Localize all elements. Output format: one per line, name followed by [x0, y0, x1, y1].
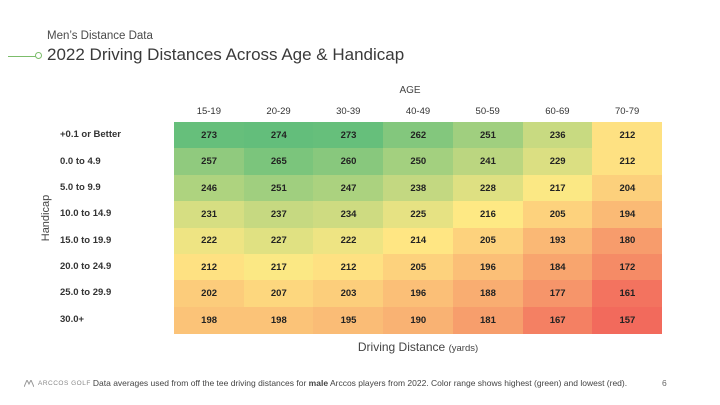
row-header: 10.0 to 14.9 — [60, 208, 112, 220]
row-header: 25.0 to 29.9 — [60, 287, 112, 299]
row-header: 0.0 to 4.9 — [60, 155, 101, 167]
heatmap-cell: 157 — [592, 306, 663, 334]
heatmap-cell: 217 — [243, 253, 314, 281]
logo-text: ARCCOS GOLF — [38, 380, 91, 387]
heatmap-cell: 273 — [313, 122, 384, 149]
heatmap-cell: 202 — [174, 280, 245, 308]
heatmap-cell: 203 — [313, 280, 384, 308]
heatmap-cell: 172 — [592, 253, 663, 281]
heatmap-cell: 227 — [243, 227, 314, 255]
heatmap-cell: 217 — [522, 174, 593, 202]
heatmap-cell: 212 — [592, 122, 663, 149]
heatmap-cell: 246 — [174, 174, 245, 202]
heatmap-cell: 274 — [243, 122, 314, 149]
column-header: 60-69 — [545, 106, 570, 117]
column-axis-label: AGE — [399, 85, 421, 96]
heatmap-cell: 236 — [522, 122, 593, 149]
heatmap-cell: 198 — [243, 306, 314, 334]
heatmap-cell: 241 — [452, 148, 524, 176]
heatmap-cell: 257 — [174, 148, 245, 176]
footer-logo: ARCCOS GOLF — [24, 380, 91, 387]
column-header: 30-39 — [336, 106, 361, 117]
heatmap-grid: 273 274 273 262 251 236 212 257 265 260 250 241 229 2… — [174, 122, 663, 334]
column-header: 40-49 — [405, 106, 431, 117]
heatmap-cell: 214 — [383, 227, 454, 255]
footer-note-emphasis: male — [308, 378, 329, 388]
row-axis-label: Handicap — [40, 194, 52, 242]
heatmap-cell: 190 — [383, 306, 454, 334]
heatmap-cell: 177 — [522, 280, 593, 308]
heatmap-cell: 216 — [452, 201, 524, 228]
heatmap-cell: 194 — [592, 201, 663, 228]
heatmap-cell: 193 — [522, 227, 593, 255]
row-header: 5.0 to 9.9 — [60, 181, 101, 193]
heatmap-cell: 250 — [383, 148, 454, 176]
page-title: 2022 Driving Distances Across Age & Hand… — [47, 45, 405, 64]
x-axis-unit: (yards) — [448, 343, 479, 354]
heatmap-cell: 225 — [383, 201, 454, 228]
page-number: 6 — [662, 378, 667, 388]
heatmap-cell: 222 — [313, 227, 384, 255]
heatmap-cell: 251 — [452, 122, 524, 149]
column-header: 50-59 — [475, 106, 500, 117]
footer-note: Data averages used from off the tee driv… — [92, 378, 628, 388]
heatmap-cell: 198 — [174, 306, 245, 334]
heatmap-cell: 229 — [522, 148, 593, 176]
heatmap-cell: 205 — [452, 227, 524, 255]
heatmap-cell: 273 — [174, 122, 245, 149]
heatmap-cell: 234 — [313, 201, 384, 228]
heatmap-cell: 237 — [243, 201, 314, 228]
heatmap-cell: 222 — [174, 227, 245, 255]
column-header: 15-19 — [196, 106, 221, 117]
row-header: 15.0 to 19.9 — [60, 234, 112, 246]
row-header: +0.1 or Better — [60, 129, 121, 141]
heatmap-cell: 238 — [383, 174, 454, 202]
heatmap-cell: 167 — [522, 306, 593, 334]
row-header: 30.0+ — [60, 313, 85, 325]
column-header: 20-29 — [266, 106, 291, 117]
heatmap-cell: 247 — [313, 174, 384, 202]
heatmap-cell: 196 — [383, 280, 454, 308]
x-axis-label: Driving Distance (yards) — [174, 340, 662, 354]
heatmap-cell: 260 — [313, 148, 384, 176]
heatmap-cell: 184 — [522, 253, 593, 281]
heatmap-cell: 195 — [313, 306, 384, 334]
row-header: 20.0 to 24.9 — [60, 261, 112, 273]
heatmap-cell: 212 — [313, 253, 384, 281]
x-axis-title: Driving Distance — [357, 340, 446, 354]
heatmap-cell: 188 — [452, 280, 524, 308]
heatmap-cell: 228 — [452, 174, 524, 202]
heatmap-cell: 181 — [452, 306, 524, 334]
heatmap-cell: 212 — [174, 253, 245, 281]
heatmap-cell: 205 — [522, 201, 593, 228]
title-accent-dot — [35, 52, 42, 59]
heatmap-cell: 161 — [592, 280, 663, 308]
logo-icon — [24, 380, 34, 387]
heatmap-cell: 262 — [383, 122, 454, 149]
eyebrow-label: Men’s Distance Data — [47, 30, 153, 42]
heatmap-cell: 196 — [452, 253, 524, 281]
heatmap-cell: 204 — [592, 174, 663, 202]
heatmap-cell: 207 — [243, 280, 314, 308]
heatmap-cell: 265 — [243, 148, 314, 176]
heatmap-cell: 231 — [174, 201, 245, 228]
heatmap-cell: 205 — [383, 253, 454, 281]
title-accent-line — [8, 56, 38, 57]
heatmap-cell: 180 — [592, 227, 663, 255]
heatmap-cell: 251 — [243, 174, 314, 202]
heatmap-cell: 212 — [592, 148, 663, 176]
column-header: 70-79 — [614, 106, 640, 117]
